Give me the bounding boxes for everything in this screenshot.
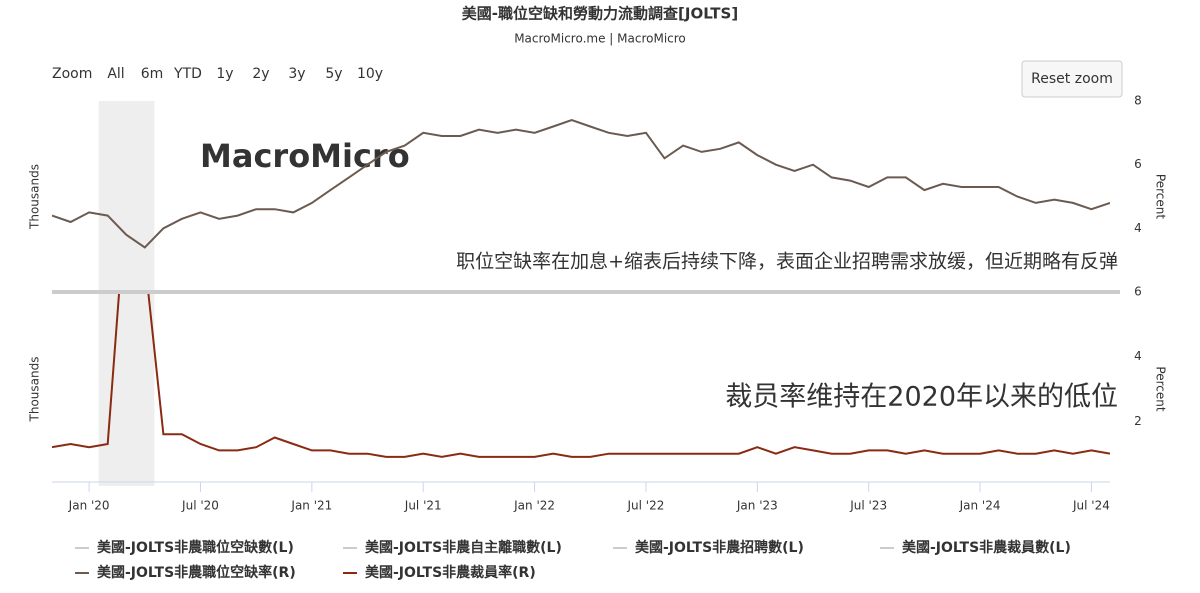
legend-item[interactable]: 美國-JOLTS非農職位空缺數(L) — [97, 539, 294, 556]
zoom-button[interactable]: YTD — [173, 66, 202, 82]
zoom-label: Zoom — [52, 66, 92, 82]
zoom-button[interactable]: 5y — [325, 66, 342, 82]
x-tick-label: Jan '22 — [513, 499, 555, 513]
zoom-button[interactable]: 10y — [357, 66, 383, 82]
zoom-button[interactable]: All — [107, 66, 124, 82]
y-tick-label: 8 — [1134, 94, 1142, 108]
series-line — [52, 119, 1110, 249]
x-tick-label: Jan '23 — [736, 499, 778, 513]
legend-item[interactable]: 美國-JOLTS非農裁員率(R) — [365, 564, 536, 581]
zoom-button[interactable]: 1y — [216, 66, 233, 82]
x-tick-label: Jul '22 — [627, 499, 665, 513]
x-tick-label: Jul '21 — [404, 499, 442, 513]
x-tick-label: Jul '20 — [181, 499, 219, 513]
series-line — [52, 292, 1110, 458]
y2-axis-label: Percent — [1154, 174, 1168, 219]
annotation: 裁员率维持在2020年以来的低位 — [725, 382, 1118, 413]
zoom-button[interactable]: 2y — [252, 66, 269, 82]
legend-item[interactable]: 美國-JOLTS非農招聘數(L) — [635, 539, 804, 556]
y-tick-label: 2 — [1134, 414, 1142, 428]
y-axis-label: Thousands — [28, 357, 42, 423]
legend-item[interactable]: 美國-JOLTS非農裁員數(L) — [902, 539, 1071, 556]
zoom-button[interactable]: 3y — [288, 66, 305, 82]
chart-subtitle: MacroMicro.me | MacroMicro — [514, 32, 686, 46]
y-tick-label: 6 — [1134, 285, 1142, 299]
plot-band — [98, 101, 155, 292]
y-axis-label: Thousands — [28, 164, 42, 230]
x-tick-label: Jul '24 — [1072, 499, 1110, 513]
zoom-button[interactable]: 6m — [141, 66, 164, 82]
watermark: MacroMicro — [200, 137, 410, 175]
y-tick-label: 6 — [1134, 157, 1142, 171]
y-tick-label: 4 — [1134, 221, 1142, 235]
plot-band — [98, 292, 155, 486]
reset-zoom-label[interactable]: Reset zoom — [1031, 71, 1113, 87]
y2-axis-label: Percent — [1154, 366, 1168, 411]
reset-zoom-button[interactable] — [1021, 60, 1123, 98]
legend-item[interactable]: 美國-JOLTS非農職位空缺率(R) — [97, 564, 296, 581]
x-tick-label: Jan '21 — [290, 499, 332, 513]
annotation: 职位空缺率在加息+缩表后持续下降，表面企业招聘需求放缓，但近期略有反弹 — [456, 251, 1118, 273]
y-tick-label: 4 — [1134, 349, 1142, 363]
panel-separator — [52, 290, 1120, 294]
x-tick-label: Jul '23 — [849, 499, 887, 513]
legend-item[interactable]: 美國-JOLTS非農自主離職數(L) — [365, 539, 562, 556]
x-tick-label: Jan '20 — [68, 499, 110, 513]
chart-title: 美國-職位空缺和勞動力流動調查[JOLTS] — [462, 5, 738, 23]
x-tick-label: Jan '24 — [959, 499, 1001, 513]
